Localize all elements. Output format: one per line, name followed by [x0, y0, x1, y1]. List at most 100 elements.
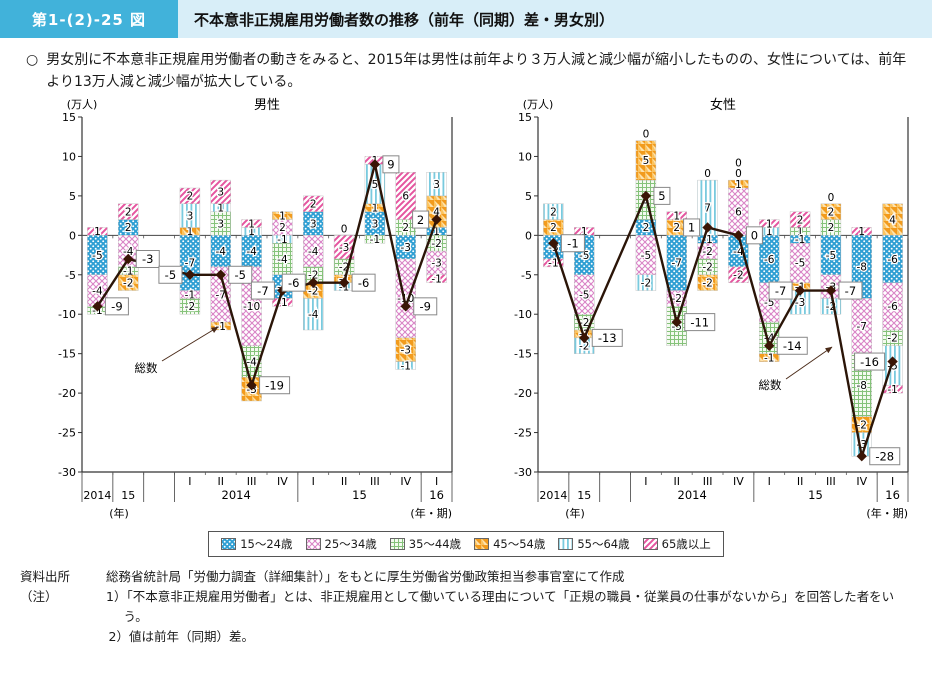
segment-label: 1	[581, 227, 588, 239]
y-tick-label: 10	[62, 151, 76, 164]
axis-note-right: (年・期)	[866, 506, 908, 520]
y-tick-label: -30	[514, 466, 532, 479]
figure-title: 不本意非正規雇用労働者数の推移（前年（同期）差・男女別）	[178, 0, 932, 38]
total-label: -3	[135, 250, 160, 269]
legend-item: 55～64歳	[558, 536, 630, 552]
zero-label: 0	[643, 129, 650, 141]
y-tick-label: -10	[58, 309, 76, 322]
segment-label: -1	[764, 353, 774, 365]
segment-label: -6	[764, 254, 775, 266]
x-tick-label: I	[188, 475, 191, 488]
line-marker-diamond	[215, 269, 226, 281]
svg-text:9: 9	[387, 158, 394, 172]
y-tick-label: 0	[525, 230, 532, 243]
segment-label: 1	[372, 203, 379, 215]
note-2: 2）値は前年（同期）差。	[108, 629, 254, 645]
zero-label: 0	[828, 192, 835, 204]
bar-男性-4: 3 1 3 -4 -7 -1	[210, 180, 231, 335]
segment-label: -8	[857, 380, 867, 392]
x-tick-label: I	[435, 475, 438, 488]
bar-女性-9: 220-5-3-2	[820, 191, 842, 315]
line-marker-diamond	[856, 451, 867, 462]
segment-label: -6	[887, 302, 898, 314]
bar-segment	[759, 353, 780, 363]
segment-label: -6	[887, 254, 898, 266]
annotation-text: 総数	[135, 361, 158, 375]
line-marker-diamond	[431, 214, 442, 226]
footnotes: 資料出所 総務省統計局「労働力調査（詳細集計）」をもとに厚生労働省労働政策担当参…	[20, 567, 914, 647]
y-tick-label: 5	[69, 190, 76, 203]
segment-label: -2	[308, 286, 318, 298]
x-tick-label: 2014	[83, 489, 111, 502]
segment-label: 2	[310, 199, 317, 211]
segment-label: 6	[735, 207, 742, 219]
y-tick-label: -30	[58, 466, 76, 479]
x-tick-label: 2014	[539, 489, 567, 502]
figure-header: 第1-(2)-25 図 不本意非正規雇用労働者数の推移（前年（同期）差・男女別）	[0, 0, 932, 38]
segment-label: 2	[828, 207, 835, 219]
total-label: -6	[351, 274, 376, 293]
bar-segment	[789, 211, 811, 229]
segment-label: 1	[735, 179, 742, 191]
segment-label: 1	[248, 227, 255, 239]
total-label: 2	[412, 210, 430, 229]
total-label: -5	[158, 266, 183, 285]
segment-label: -4	[123, 246, 134, 258]
total-label: -9	[104, 297, 129, 316]
legend-swatch-icon	[221, 538, 237, 551]
bar-segment	[364, 235, 386, 244]
y-tick-label: 15	[62, 111, 76, 124]
y-tick-label: -15	[514, 348, 532, 361]
segment-label: -2	[702, 262, 712, 274]
segment-label: -4	[308, 309, 319, 321]
bar-segment	[303, 196, 324, 213]
total-label: -9	[413, 297, 438, 316]
segment-label: 2	[125, 207, 132, 219]
bar-segment	[728, 180, 749, 189]
line-marker-diamond	[579, 333, 590, 344]
total-label: -28	[869, 447, 901, 466]
x-group-label: 16	[429, 488, 444, 502]
svg-text:-5: -5	[235, 268, 246, 282]
unit-label: (万人)	[523, 98, 554, 111]
segment-label: 1	[766, 219, 773, 231]
bar-segment	[543, 259, 564, 268]
y-tick-label: 0	[69, 230, 76, 243]
bar-女性-7: 11-6-5-4-1	[759, 217, 780, 366]
segment-label: -4	[92, 286, 103, 298]
bar-segment	[118, 274, 139, 292]
segment-label: -5	[826, 250, 836, 262]
segment-label: 1	[858, 227, 865, 239]
annotation-text: 総数	[759, 378, 782, 392]
note-label: （注）	[20, 589, 58, 605]
segment-label: 3	[217, 187, 224, 199]
segment-label: 5	[372, 179, 379, 191]
segment-label: -10	[243, 302, 260, 314]
x-tick-label: I	[768, 475, 771, 488]
segment-label: -1	[370, 234, 380, 246]
x-tick-label: II	[341, 475, 348, 488]
bar-segment	[697, 274, 718, 292]
segment-label: 2	[643, 223, 650, 235]
bar-女性-5: 70-1-2-2-2	[697, 167, 718, 292]
zero-label: 0	[704, 168, 711, 180]
bar-segment	[820, 298, 842, 315]
total-label: -19	[259, 376, 291, 395]
total-label: -13	[591, 329, 623, 348]
total-label: -11	[684, 313, 716, 332]
bar-男性-3: 132-7-1-2	[179, 188, 201, 315]
bar-segment	[179, 298, 201, 315]
x-tick-label: III	[826, 475, 836, 488]
svg-text:5: 5	[658, 189, 665, 203]
svg-text:-9: -9	[420, 300, 431, 314]
x-tick-label: IV	[733, 475, 744, 488]
total-label: -14	[776, 337, 808, 356]
legend-item: 15～24歳	[221, 536, 293, 552]
line-marker-diamond	[308, 277, 319, 289]
legend-item: 65歳以上	[642, 536, 711, 552]
total-label: 1	[683, 218, 701, 237]
line-marker-diamond	[92, 301, 103, 312]
zero-label: 0	[735, 168, 742, 180]
segment-label: -7	[857, 321, 867, 333]
